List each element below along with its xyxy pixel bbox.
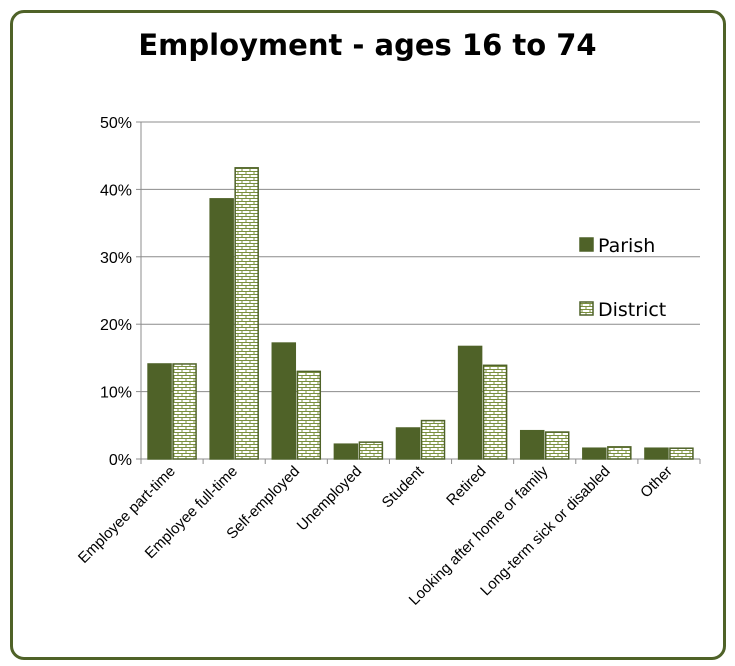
legend-swatch-district	[579, 301, 594, 316]
bar-parish	[644, 447, 669, 460]
bar-parish	[209, 198, 234, 460]
bar-district	[296, 370, 322, 460]
bar-parish	[582, 447, 607, 460]
bar-parish	[519, 429, 545, 460]
y-tick-label: 30%	[100, 250, 132, 267]
bar-district	[669, 447, 694, 460]
bar-district	[482, 364, 508, 460]
bar-parish	[333, 443, 359, 460]
legend-label-parish: Parish	[598, 235, 655, 257]
bar-district	[172, 363, 197, 460]
legend-swatch-parish	[579, 237, 594, 252]
bar-parish	[147, 363, 172, 460]
y-tick-label: 20%	[100, 317, 132, 334]
y-tick-label: 50%	[100, 115, 132, 132]
x-tick-label: Student	[379, 462, 428, 511]
bar-district	[420, 419, 446, 460]
y-tick-label: 0%	[109, 452, 132, 469]
x-tick-label: Other	[637, 463, 676, 502]
x-tick-label: Unemployed	[294, 463, 366, 535]
x-tick-label: Retired	[443, 463, 489, 509]
y-tick-label: 40%	[100, 182, 132, 199]
bar-district	[607, 446, 632, 460]
y-tick-label: 10%	[100, 385, 132, 402]
chart-frame	[10, 10, 726, 660]
bar-district	[544, 431, 570, 460]
bar-parish	[457, 345, 483, 460]
x-tick-label: Long-term sick or disabled	[477, 463, 613, 599]
bar-parish	[271, 342, 297, 460]
bar-district	[234, 167, 259, 460]
bar-district	[358, 441, 384, 460]
chart-title: Employment - ages 16 to 74	[138, 28, 597, 62]
legend-label-district: District	[598, 299, 666, 321]
bar-parish	[395, 427, 421, 460]
